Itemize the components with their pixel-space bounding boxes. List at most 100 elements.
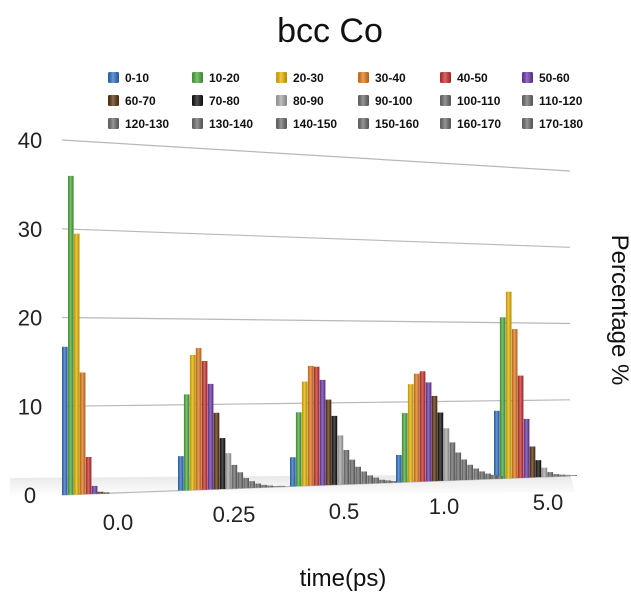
bar-shading xyxy=(455,452,462,481)
gridline xyxy=(61,228,571,248)
legend-item-label: 130-140 xyxy=(209,117,253,131)
legend-item-label: 20-30 xyxy=(293,71,324,85)
chart-title: bcc Co xyxy=(277,12,383,50)
bar-shading xyxy=(355,466,361,484)
legend-swatch-shading xyxy=(358,118,369,129)
bar-shading xyxy=(494,410,500,479)
bar-shading xyxy=(529,446,536,478)
bar-shading xyxy=(479,471,485,480)
legend-item-label: 10-20 xyxy=(209,71,240,85)
bar-shading xyxy=(473,468,479,480)
bar-shading xyxy=(523,418,530,478)
bar-shading xyxy=(189,355,196,491)
bar-shading xyxy=(437,412,444,481)
bar-shading xyxy=(401,413,408,483)
legend-swatch-shading xyxy=(440,72,451,83)
legend-item-label: 60-70 xyxy=(125,94,156,108)
legend-swatch-shading xyxy=(108,118,119,129)
x-tick-labels: 0.0 0.25 0.5 1.0 5.0 xyxy=(103,490,564,535)
bar-shading xyxy=(103,492,110,494)
bar-shading xyxy=(91,485,98,494)
bar-shading xyxy=(541,467,548,477)
legend-swatch-shading xyxy=(192,118,203,129)
bar-shading xyxy=(396,455,402,483)
bars-group xyxy=(62,175,577,495)
legend-item-label: 150-160 xyxy=(375,117,419,131)
bar-shading xyxy=(195,348,202,490)
bar-shading xyxy=(443,428,450,481)
legend-swatch-shading xyxy=(108,72,119,83)
bar-shading xyxy=(367,475,373,484)
bar-shading xyxy=(499,317,506,479)
legend-item-label: 40-50 xyxy=(457,71,488,85)
legend-item-label: 110-120 xyxy=(539,94,583,108)
bar-shading xyxy=(431,395,438,482)
legend-item-label: 80-90 xyxy=(293,94,324,108)
bar-shading xyxy=(491,474,497,479)
legend-item-label: 120-130 xyxy=(125,117,169,131)
legend-item-label: 160-170 xyxy=(457,117,501,131)
bar-shading xyxy=(349,459,356,485)
bar-shading xyxy=(255,483,261,488)
bar-shading xyxy=(313,366,320,486)
bar-shading xyxy=(517,375,524,478)
bar-shading xyxy=(373,477,379,484)
bar-shading xyxy=(201,361,208,490)
bar-shading xyxy=(249,481,255,488)
bar-shading xyxy=(449,442,456,481)
legend-swatch-shading xyxy=(276,95,287,106)
bar-shading xyxy=(183,394,190,491)
bar-shading xyxy=(505,291,512,479)
bar-shading xyxy=(391,481,397,483)
bar-shading xyxy=(325,399,332,486)
bar-shading xyxy=(379,479,385,483)
bar-shading xyxy=(178,456,184,491)
bar-shading xyxy=(225,453,232,489)
x-tick-label: 5.0 xyxy=(533,490,564,515)
legend-swatch-shading xyxy=(522,118,533,129)
bar-shading xyxy=(68,175,74,495)
legend-swatch-shading xyxy=(522,95,533,106)
legend-swatch-shading xyxy=(276,72,287,83)
bar-shading xyxy=(343,450,350,485)
y-tick-label: 0 xyxy=(24,483,36,508)
bar-shading xyxy=(559,474,566,477)
legend-swatch-shading xyxy=(358,95,369,106)
y-tick-label: 20 xyxy=(18,306,42,331)
bar-shading xyxy=(425,382,432,482)
legend-item-label: 90-100 xyxy=(375,94,413,108)
y-tick-label: 10 xyxy=(18,394,42,419)
bar-shading xyxy=(407,384,414,482)
bar-shading xyxy=(467,464,473,480)
legend-item-label: 50-60 xyxy=(539,71,570,85)
legend-swatch-shading xyxy=(522,72,533,83)
bar-shading xyxy=(237,472,244,489)
x-tick-label: 0.0 xyxy=(103,510,134,535)
bar-shading xyxy=(497,476,503,479)
bar-shading xyxy=(385,480,391,483)
legend-item-label: 100-110 xyxy=(457,94,501,108)
legend: 0-10 10-20 20-30 30-40 40-50 50-60 60-70 70-80 8… xyxy=(108,71,583,131)
legend-item-label: 0-10 xyxy=(125,71,149,85)
y-tick-label: 30 xyxy=(18,217,42,242)
bar-shading xyxy=(273,486,279,487)
bar-shading xyxy=(571,475,577,476)
bar-shading xyxy=(73,233,80,495)
bar-shading xyxy=(331,415,338,485)
bar-shading xyxy=(231,464,238,489)
y-tick-labels: 0 10 20 30 40 xyxy=(18,128,42,508)
bar-shading xyxy=(62,346,68,495)
bar-shading xyxy=(535,460,542,478)
x-tick-label: 0.5 xyxy=(329,499,360,524)
bar-shading xyxy=(485,473,491,480)
legend-swatch-shading xyxy=(440,118,451,129)
bar-shading xyxy=(511,329,518,479)
bar-shading xyxy=(419,371,426,482)
bar-shading xyxy=(279,485,285,487)
legend-swatch-shading xyxy=(440,95,451,106)
gridline xyxy=(61,316,571,325)
legend-item-label: 140-150 xyxy=(293,117,337,131)
x-tick-label: 1.0 xyxy=(429,494,460,519)
bar-shading xyxy=(295,412,302,487)
